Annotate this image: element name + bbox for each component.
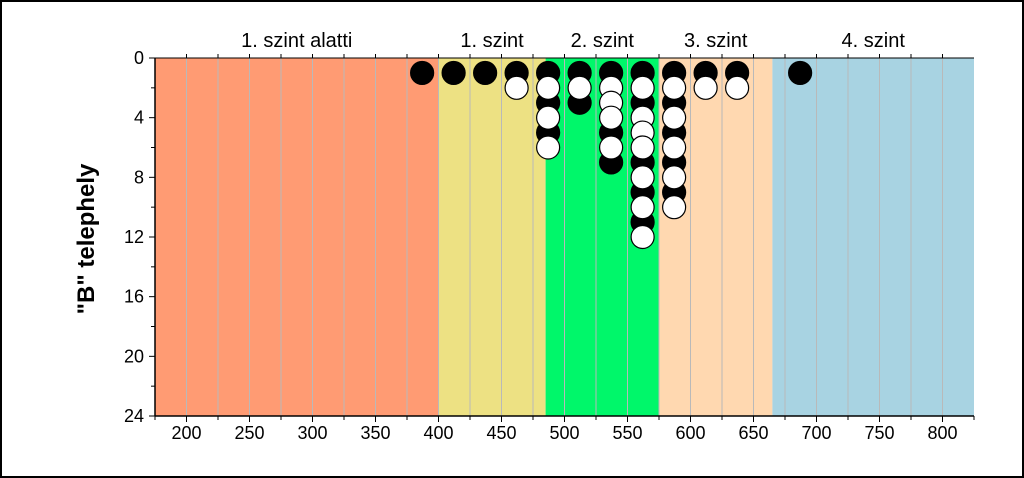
data-point-black [441,60,466,86]
data-point-white [630,165,655,190]
band-5 [772,58,974,416]
y-tick-label: 16 [124,287,144,307]
data-point-white [630,195,655,220]
data-point-white [630,75,655,100]
x-tick-label: 700 [801,423,831,443]
x-tick-label: 500 [549,423,579,443]
band-label-3: 2. szint [571,30,635,52]
x-tick-label: 750 [864,423,894,443]
y-tick-label: 8 [134,167,144,187]
band-labels: 1. szint alatti 1. szint 2. szint 3. szint 4… [241,30,905,52]
y-tick-label: 12 [124,227,144,247]
data-point-white [662,195,687,220]
data-point-black [788,60,813,86]
data-point-white [536,105,561,130]
data-point-white [662,165,687,190]
data-point-white [693,75,718,100]
band-label-4: 3. szint [684,30,748,52]
data-point-white [662,135,687,160]
y-tick-label: 0 [134,48,144,68]
data-point-white [662,105,687,130]
band-label-1: 1. szint alatti [241,30,352,52]
data-points [410,60,813,250]
x-tick-label: 250 [234,423,264,443]
data-point-white [567,75,592,100]
data-point-black [473,60,498,86]
band-1 [155,58,439,416]
band-label-5: 4. szint [842,30,906,52]
x-tick-label: 450 [486,423,516,443]
y-axis-label: "B" telephely [73,163,100,314]
x-tick-label: 400 [423,423,453,443]
y-tick-label: 4 [134,108,144,128]
band-label-2: 1. szint [460,30,524,52]
axes: 200 250 300 350 400 450 500 550 600 650 700 750 800 0… [124,48,975,443]
data-point-black [410,60,435,86]
y-tick-label: 24 [124,406,144,426]
x-tick-label: 350 [360,423,390,443]
gridlines [186,58,943,416]
data-point-white [662,75,687,100]
x-tick-label: 650 [738,423,768,443]
data-point-white [599,105,624,130]
x-tick-label: 550 [612,423,642,443]
data-point-white [630,224,655,250]
data-point-white [725,75,750,100]
x-tick-label: 200 [171,423,201,443]
x-tick-label: 300 [297,423,327,443]
band-2 [438,58,546,416]
data-point-white [504,75,529,100]
data-point-white [536,135,561,160]
y-tick-label: 20 [124,346,144,366]
x-tick-label: 600 [675,423,705,443]
data-point-white [536,75,561,100]
data-point-white [599,135,624,160]
data-point-white [630,135,655,160]
x-tick-label: 800 [927,423,957,443]
